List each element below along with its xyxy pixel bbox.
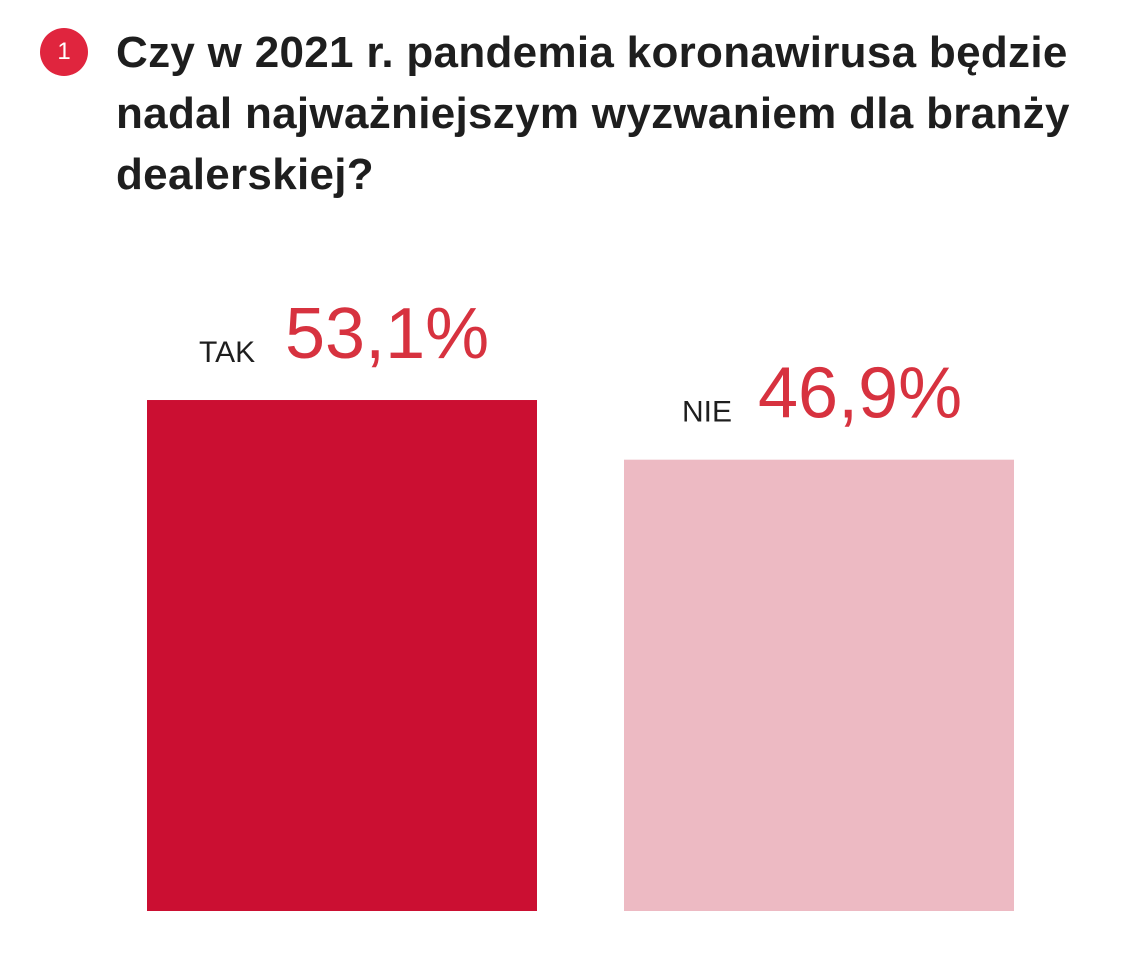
bar-nie [624, 459, 1014, 911]
chart-title: Czy w 2021 r. pandemia koronawirusa będz… [116, 28, 1070, 199]
category-label-nie: NIE [682, 396, 732, 429]
question-number-badge: 1 [40, 28, 88, 76]
value-label-tak: 53,1% [285, 294, 489, 374]
category-label-tak: TAK [199, 336, 255, 369]
bar-tak [147, 400, 537, 911]
value-label-nie: 46,9% [758, 354, 962, 434]
